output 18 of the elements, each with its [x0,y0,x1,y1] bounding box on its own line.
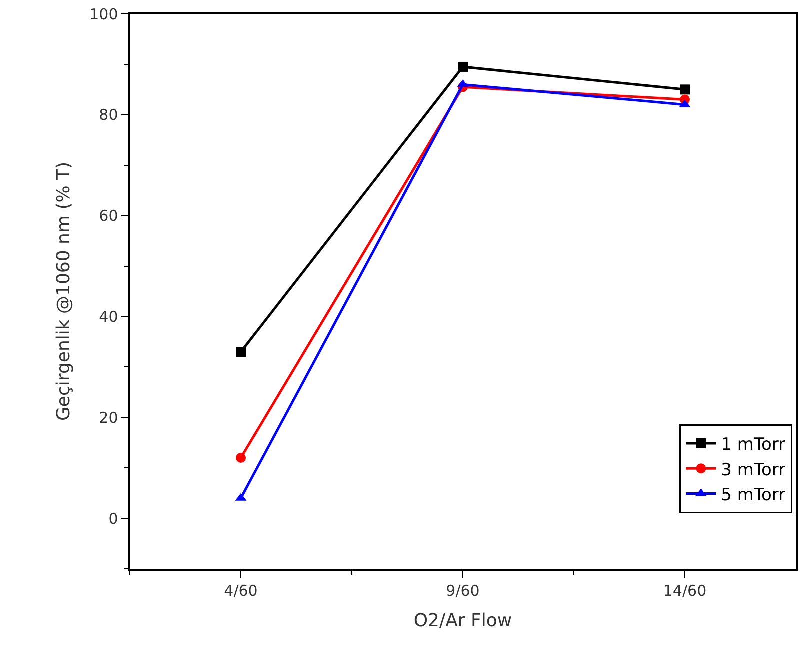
x-tick-label: 9/60 [446,582,480,600]
legend-label: 5 mTorr [721,485,786,506]
x-tick-label: 4/60 [224,582,258,600]
x-axis-title: O2/Ar Flow [414,610,512,632]
y-tick-label: 60 [99,207,118,226]
point [236,347,246,358]
y-tick-label: 80 [99,106,118,124]
point [680,84,690,95]
point [236,453,246,463]
y-tick-label: 20 [99,408,118,427]
point [458,62,468,72]
x-tick-label: 14/60 [663,582,707,600]
y-tick-label: 40 [99,308,118,326]
legend-label: 1 mTorr [721,435,786,456]
y-axis-title: Geçirgenlik @1060 nm (% T) [53,162,74,422]
legend-label: 3 mTorr [721,460,786,480]
y-tick-label: 100 [90,5,118,24]
y-tick-label: 0 [108,510,118,528]
